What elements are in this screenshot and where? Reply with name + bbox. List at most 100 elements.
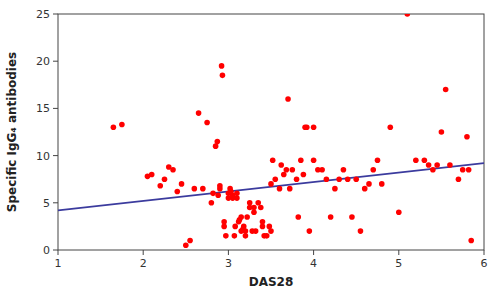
scatter-point <box>319 167 325 173</box>
scatter-point <box>221 219 227 225</box>
y-axis-label: Specific IgG₄ antibodies <box>5 52 19 212</box>
scatter-point <box>301 172 307 178</box>
scatter-point <box>336 176 342 182</box>
y-tick <box>53 61 58 62</box>
scatter-point <box>272 176 278 182</box>
scatter-point <box>179 181 185 187</box>
scatter-point <box>287 186 293 192</box>
scatter-point <box>413 158 419 164</box>
plot-area <box>58 14 484 248</box>
scatter-point <box>238 214 244 220</box>
scatter-point <box>174 189 180 195</box>
scatter-point <box>196 110 202 116</box>
scatter-point <box>426 162 432 168</box>
scatter-point <box>439 129 445 135</box>
scatter-point <box>447 162 453 168</box>
x-tick-label: 2 <box>140 257 147 270</box>
scatter-point <box>183 242 189 248</box>
scatter-point <box>258 205 264 211</box>
scatter-point <box>255 200 261 206</box>
scatter-point <box>362 186 368 192</box>
scatter-point <box>332 186 338 192</box>
regression-line <box>58 163 484 210</box>
y-tick-label: 15 <box>36 102 50 115</box>
scatter-point <box>162 176 168 182</box>
scatter-point <box>170 167 176 173</box>
x-tick <box>58 250 59 255</box>
plot-frame <box>58 14 484 250</box>
scatter-point <box>220 73 226 79</box>
scatter-point <box>466 167 472 173</box>
scatter-point <box>396 209 402 215</box>
scatter-point <box>324 176 330 182</box>
scatter-point <box>311 158 317 164</box>
scatter-point <box>295 214 301 220</box>
scatter-point <box>370 167 376 173</box>
scatter-point <box>284 167 290 173</box>
scatter-point <box>210 191 216 197</box>
scatter-point <box>387 124 393 130</box>
scatter-point <box>464 134 470 140</box>
x-tick <box>313 250 314 255</box>
x-tick <box>143 250 144 255</box>
scatter-point <box>379 181 385 187</box>
y-tick-label: 10 <box>36 150 50 163</box>
scatter-point <box>375 158 381 164</box>
y-tick <box>53 202 58 203</box>
scatter-point <box>307 228 313 234</box>
scatter-point <box>277 186 283 192</box>
y-tick <box>53 108 58 109</box>
scatter-point <box>341 167 347 173</box>
scatter-point <box>187 238 193 244</box>
scatter-point <box>244 214 250 220</box>
scatter-point <box>285 96 291 102</box>
scatter-point <box>219 63 225 69</box>
scatter-point <box>217 183 223 189</box>
scatter-point <box>149 172 155 178</box>
scatter-point <box>349 214 355 220</box>
scatter-point <box>243 228 249 234</box>
scatter-point <box>298 158 304 164</box>
y-tick-label: 5 <box>43 197 50 210</box>
scatter-point <box>358 228 364 234</box>
scatter-point <box>215 192 221 198</box>
scatter-point <box>294 176 300 182</box>
y-tick <box>53 14 58 15</box>
scatter-point <box>253 228 259 234</box>
y-tick-label: 25 <box>36 8 50 21</box>
scatter-point <box>422 158 428 164</box>
scatter-point <box>111 124 117 130</box>
scatter-point <box>232 224 238 230</box>
scatter-point <box>232 233 238 239</box>
scatter-point <box>204 120 210 126</box>
x-tick-label: 6 <box>481 257 488 270</box>
scatter-point <box>328 214 334 220</box>
x-axis-label: DAS28 <box>249 275 294 289</box>
chart: 1234560510152025DAS28Specific IgG₄ antib… <box>0 0 500 294</box>
scatter-point <box>119 122 125 128</box>
y-tick-label: 20 <box>36 55 50 68</box>
scatter-point <box>251 205 257 211</box>
x-tick-label: 3 <box>225 257 232 270</box>
scatter-point <box>468 238 474 244</box>
scatter-point <box>270 158 276 164</box>
scatter-point <box>290 167 296 173</box>
x-tick <box>398 250 399 255</box>
x-tick-label: 5 <box>395 257 402 270</box>
scatter-point <box>405 14 411 17</box>
scatter-point <box>264 233 270 239</box>
y-tick-label: 0 <box>43 244 50 257</box>
y-tick <box>53 155 58 156</box>
scatter-point <box>434 162 440 168</box>
scatter-point <box>366 181 372 187</box>
x-tick-label: 4 <box>310 257 317 270</box>
scatter-point <box>223 233 229 239</box>
scatter-point <box>281 172 287 178</box>
x-tick <box>484 250 485 255</box>
scatter-point <box>353 176 359 182</box>
scatter-point <box>268 228 274 234</box>
scatter-point <box>345 176 351 182</box>
scatter-point <box>456 176 462 182</box>
scatter-point <box>157 183 163 189</box>
scatter-point <box>192 186 198 192</box>
